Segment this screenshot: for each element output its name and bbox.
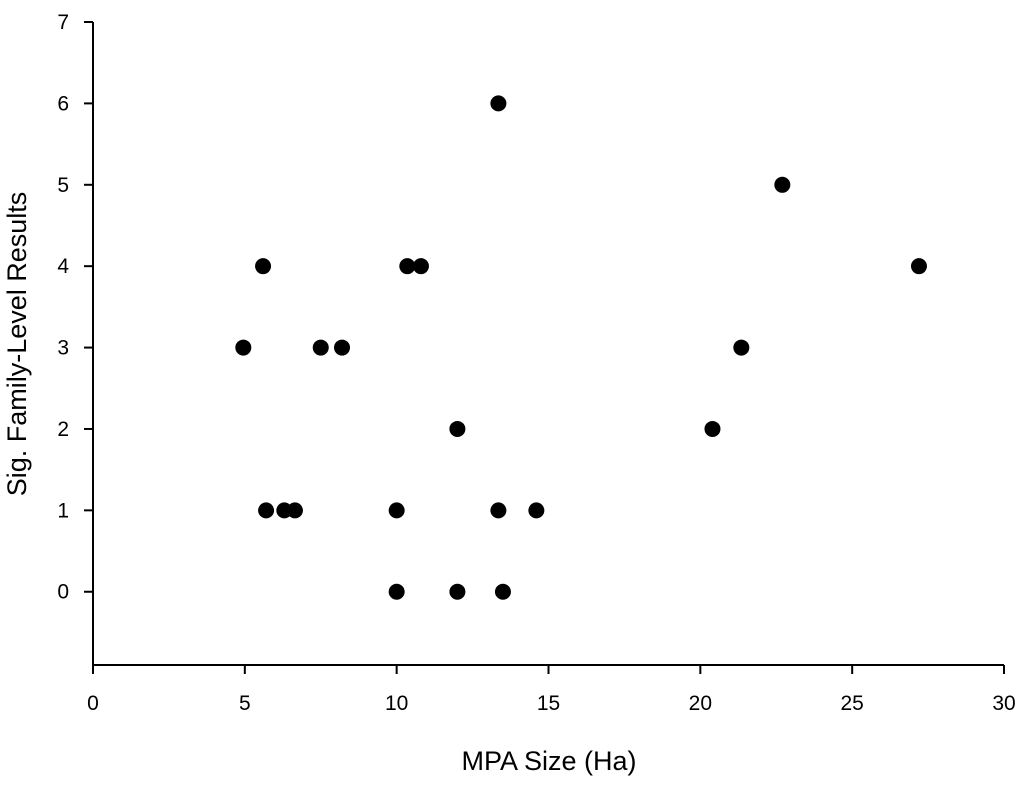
data-point: [388, 583, 405, 600]
x-axis-ticks: 0 5 10 15 20 25 30: [87, 665, 1016, 715]
x-tick-label: 20: [689, 692, 712, 715]
x-tick-label: 5: [239, 692, 251, 715]
y-axis-title: Sig. Family-Level Results: [2, 192, 32, 497]
data-point: [235, 339, 252, 356]
data-point: [255, 258, 272, 275]
data-point: [334, 339, 351, 356]
x-axis-title: MPA Size (Ha): [461, 746, 636, 776]
y-axis-ticks: 0 1 2 3 4 5 6 7: [57, 11, 93, 604]
data-point: [312, 339, 329, 356]
y-tick-label: 7: [57, 11, 69, 34]
data-point: [286, 502, 303, 519]
data-point: [258, 502, 275, 519]
y-tick-label: 4: [57, 255, 69, 278]
y-tick-label: 6: [57, 92, 69, 115]
data-point: [528, 502, 545, 519]
data-point: [388, 502, 405, 519]
data-point: [490, 95, 507, 112]
data-points: [235, 95, 927, 600]
data-point: [494, 583, 511, 600]
data-point: [449, 583, 466, 600]
x-tick-label: 15: [537, 692, 560, 715]
data-point: [490, 502, 507, 519]
x-tick-label: 25: [840, 692, 863, 715]
y-tick-label: 3: [57, 337, 69, 360]
x-tick-label: 10: [385, 692, 408, 715]
data-point: [449, 420, 466, 437]
x-tick-label: 30: [992, 692, 1015, 715]
plot-frame: [92, 22, 1004, 666]
data-point: [412, 258, 429, 275]
y-tick-label: 5: [57, 174, 69, 197]
y-tick-label: 1: [57, 499, 69, 522]
data-point: [733, 339, 750, 356]
data-point: [910, 258, 927, 275]
y-tick-label: 0: [57, 581, 69, 604]
data-point: [774, 176, 791, 193]
x-tick-label: 0: [87, 692, 99, 715]
y-tick-label: 2: [57, 418, 69, 441]
data-point: [704, 420, 721, 437]
data-point: [399, 258, 416, 275]
